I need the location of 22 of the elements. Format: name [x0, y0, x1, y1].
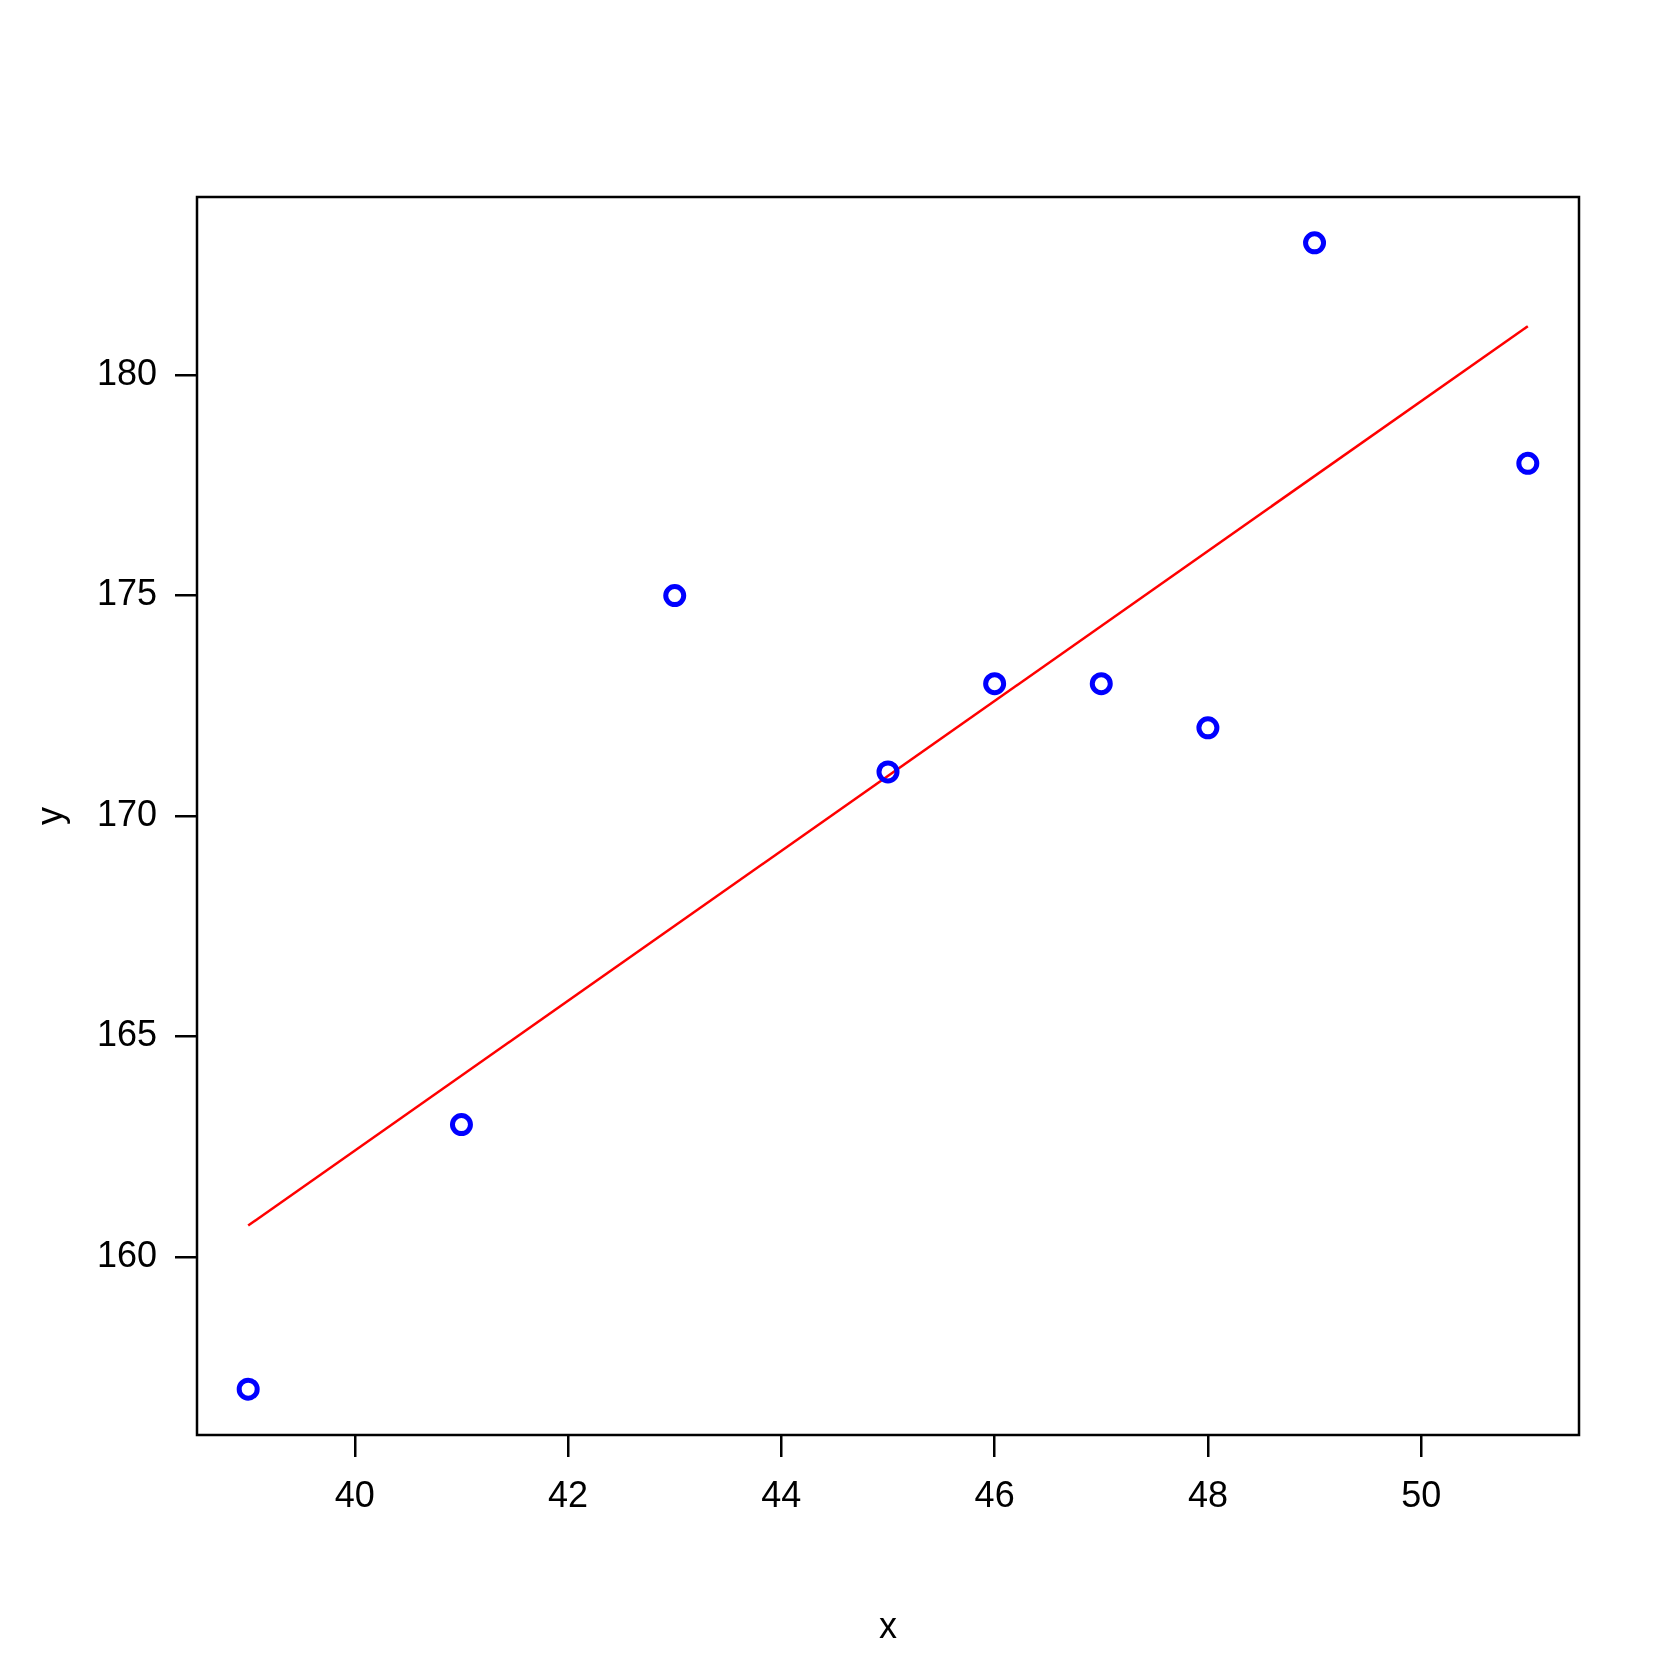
x-tick-label: 40 [334, 1473, 375, 1515]
point [1303, 231, 1327, 255]
y-tick-label: 165 [96, 1013, 157, 1055]
point [449, 1113, 473, 1137]
x-tick-label: 46 [974, 1473, 1015, 1515]
x-tick-label: 48 [1187, 1473, 1228, 1515]
y-tick-label: 175 [96, 572, 157, 614]
point [1196, 716, 1220, 740]
x-tick-label: 50 [1401, 1473, 1442, 1515]
point [1089, 672, 1113, 696]
point [1516, 451, 1540, 475]
x-axis-title: x [879, 1605, 897, 1647]
y-axis-title: y [28, 807, 70, 825]
y-tick-label: 170 [96, 792, 157, 834]
x-tick-label: 44 [761, 1473, 802, 1515]
point [236, 1377, 260, 1401]
x-tick-label: 42 [548, 1473, 589, 1515]
y-tick-label: 180 [96, 352, 157, 394]
point [876, 760, 900, 784]
point [983, 672, 1007, 696]
y-tick-label: 160 [96, 1233, 157, 1275]
point [663, 584, 687, 608]
